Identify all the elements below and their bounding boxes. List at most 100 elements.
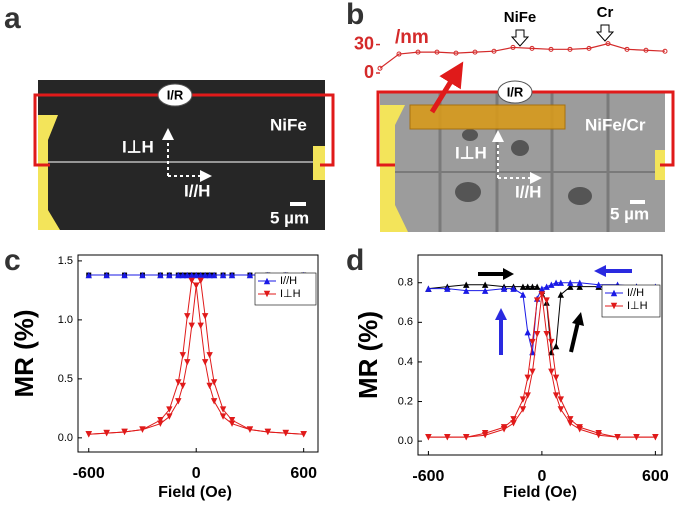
legend-marker	[610, 289, 618, 297]
data-point	[500, 285, 508, 292]
data-point	[529, 45, 535, 51]
material-label: NiFe	[270, 115, 307, 134]
data-point	[444, 433, 451, 441]
data-point	[85, 431, 92, 438]
data-point	[510, 416, 517, 423]
data-point	[533, 331, 541, 338]
data-point	[396, 51, 402, 57]
data-point	[543, 283, 550, 290]
data-point	[103, 429, 110, 437]
data-point	[643, 47, 649, 53]
data-point	[529, 338, 536, 346]
contact-pad	[38, 115, 60, 230]
data-point	[524, 374, 531, 381]
data-point	[434, 49, 440, 55]
circuit-label: I/R	[507, 84, 524, 99]
data-point	[652, 433, 659, 441]
annotation: Cr	[597, 4, 614, 21]
data-point	[481, 281, 489, 288]
x-axis-label: Field (Oe)	[503, 484, 577, 501]
y-tick-label: 1.0	[58, 314, 73, 326]
data-point	[595, 430, 602, 437]
data-point	[210, 271, 218, 279]
data-point	[481, 431, 489, 439]
data-point	[121, 271, 128, 279]
y-tick-label: 0.8	[398, 277, 413, 289]
data-point	[415, 49, 421, 55]
data-point	[519, 406, 527, 413]
scale-label: 5 µm	[270, 208, 309, 227]
profile-unit: /nm	[395, 27, 429, 48]
data-point	[567, 283, 574, 290]
y-tick-label: 0.0	[58, 432, 73, 444]
legend: I//HI⊥H	[601, 284, 661, 318]
data-point	[510, 420, 517, 427]
data-point	[567, 279, 574, 286]
data-point	[246, 426, 254, 433]
data-point	[228, 416, 236, 424]
data-point	[519, 291, 527, 298]
data-point	[201, 313, 209, 320]
legend-box	[601, 284, 661, 318]
legend-marker	[263, 290, 271, 298]
data-point	[548, 338, 555, 346]
data-point	[510, 44, 516, 50]
annotation-arrow	[510, 29, 530, 47]
legend-label: I⊥H	[280, 288, 301, 300]
data-point	[139, 271, 146, 279]
data-point	[557, 279, 565, 286]
data-point	[206, 382, 213, 390]
x-tick-label: 0	[537, 468, 546, 485]
data-point	[576, 279, 583, 286]
data-point	[425, 285, 432, 292]
data-point	[377, 65, 383, 71]
legend-box	[254, 272, 317, 306]
data-point	[586, 45, 592, 51]
data-point	[548, 368, 555, 376]
data-point	[533, 283, 541, 290]
x-tick-label: -600	[412, 468, 444, 485]
data-point	[543, 331, 550, 338]
data-point	[193, 271, 200, 279]
legend-label: I//H	[627, 287, 644, 299]
data-point	[210, 398, 218, 405]
plot-frame	[77, 254, 319, 453]
circuit-element	[497, 80, 533, 104]
data-point	[300, 431, 307, 438]
data-point	[552, 279, 560, 286]
data-point	[552, 374, 560, 381]
data-point	[179, 382, 186, 390]
data-point	[425, 433, 432, 441]
data-point	[264, 428, 272, 436]
data-point	[193, 282, 200, 289]
x-axis-label: Field (Oe)	[158, 484, 232, 501]
data-point	[157, 416, 164, 424]
data-point	[219, 271, 227, 279]
data-point	[184, 271, 191, 279]
data-point	[201, 271, 209, 279]
contact-pad	[380, 105, 408, 232]
panel-b: b I/R NiFe/Cr I⊥H I//H 5 µm /nm NiFe Cr	[346, 0, 675, 232]
data-point	[157, 271, 164, 279]
y-tick-label: 0.5	[58, 373, 73, 385]
data-point	[197, 271, 204, 279]
legend-marker	[263, 277, 271, 285]
data-point	[552, 342, 560, 350]
data-point	[481, 287, 489, 294]
data-point	[179, 352, 186, 359]
panel-label: d	[346, 244, 364, 277]
legend-marker	[610, 302, 618, 310]
data-point	[576, 424, 583, 431]
y-axis-label: MR (%)	[9, 309, 39, 397]
data-point	[157, 420, 164, 427]
data-point	[567, 46, 573, 52]
data-point	[557, 291, 565, 298]
data-point	[197, 277, 204, 285]
circuit-label: I/R	[167, 87, 184, 102]
data-point	[188, 322, 195, 329]
data-point	[463, 433, 470, 441]
data-point	[184, 359, 191, 366]
data-point	[463, 281, 470, 288]
data-point	[491, 48, 497, 54]
data-point	[282, 429, 289, 437]
